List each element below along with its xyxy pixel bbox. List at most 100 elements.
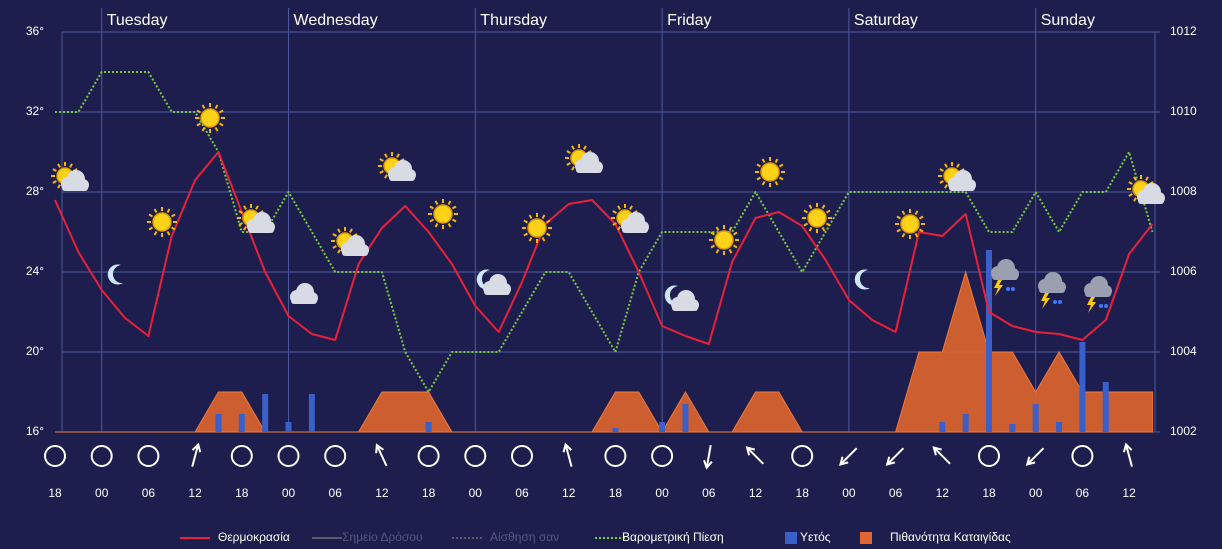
wind-shaft (705, 444, 712, 468)
cloud-part (484, 288, 510, 295)
calm-wind (137, 445, 160, 467)
x-tick-label: 06 (329, 486, 343, 500)
cloud (575, 152, 603, 173)
cloud-part (992, 273, 1018, 280)
sun-ray (919, 215, 924, 220)
sun-ray (939, 168, 944, 172)
x-tick-label: 18 (982, 486, 996, 500)
wind-head (1025, 456, 1036, 466)
y-tick-label: 28° (26, 184, 44, 198)
sun-ray (774, 181, 779, 186)
sun-ray (774, 158, 779, 163)
calm-wind (464, 445, 487, 467)
x-tick-label: 00 (655, 486, 669, 500)
cloud (1084, 276, 1112, 297)
sun-ray (171, 213, 176, 218)
sun-ray (528, 214, 533, 219)
sun-ray (238, 210, 243, 214)
raindrop (1099, 304, 1103, 308)
cloud-part (576, 166, 602, 173)
weather-icon (428, 199, 458, 229)
wind-head (838, 456, 849, 466)
sun-ray (939, 180, 944, 184)
sun-ray (166, 231, 171, 236)
sun-ray (384, 153, 388, 158)
wind-arrow (1025, 447, 1045, 466)
sun-ray (761, 181, 766, 186)
cloud (671, 290, 699, 311)
rain-bar (612, 428, 619, 432)
wind-head (885, 456, 896, 466)
wind-arrow (703, 444, 713, 470)
x-tick-label: 00 (95, 486, 109, 500)
sun-ray (821, 204, 826, 209)
y2-tick-label: 1002 (1170, 424, 1197, 438)
sun-ray (914, 210, 919, 215)
moon (107, 264, 123, 285)
wind-shaft (191, 445, 199, 467)
sun-ray (571, 166, 575, 171)
calm-wind (230, 445, 253, 467)
rain-bar (986, 250, 992, 432)
legend-swatch (785, 532, 797, 544)
legend-label: Βαρομετρική Πίεση (622, 530, 724, 544)
sun-ray (214, 104, 219, 109)
sun-ray (1145, 176, 1149, 181)
sun-ray (571, 145, 575, 150)
sun-ray (826, 222, 831, 227)
sun-ray (803, 209, 808, 214)
wind-arrow (191, 442, 202, 467)
sun-ray (379, 170, 384, 174)
sun-ray (523, 219, 528, 224)
x-tick-label: 12 (375, 486, 389, 500)
sun-ray (57, 163, 61, 168)
wind-shaft (376, 445, 388, 467)
sun (433, 204, 453, 224)
x-tick-label: 12 (749, 486, 763, 500)
sun-ray (710, 244, 715, 249)
weather-icon (709, 225, 739, 255)
rain-bar (659, 422, 666, 432)
cloud-part (1085, 290, 1111, 297)
sun-ray (238, 222, 243, 226)
sun (527, 218, 547, 238)
wind-shaft (840, 447, 858, 465)
sun-ray (733, 244, 738, 249)
sun (807, 208, 827, 228)
wind-shaft (747, 447, 764, 465)
sun-ray (779, 163, 784, 168)
lightning (1041, 293, 1050, 309)
sun-ray (583, 145, 587, 150)
x-tick-label: 00 (282, 486, 296, 500)
y-tick-label: 16° (26, 424, 44, 438)
weather-icon (195, 103, 225, 133)
rain-bar (215, 414, 222, 432)
sun-ray (808, 227, 813, 232)
sun-ray (612, 222, 617, 226)
sun-ray (944, 184, 948, 189)
sun-ray (523, 232, 528, 237)
rain-bar (1079, 342, 1086, 432)
day-label: Saturday (854, 12, 918, 29)
cloud (1038, 272, 1066, 293)
sun-ray (566, 150, 571, 154)
raindrop (1011, 287, 1015, 291)
cloud (290, 283, 318, 304)
wind-arrow (745, 446, 764, 465)
sun-ray (337, 228, 341, 233)
sun-ray (728, 226, 733, 231)
moon (476, 269, 492, 290)
sun-ray (255, 205, 259, 210)
sun-ray (528, 237, 533, 242)
y-tick-label: 36° (26, 24, 44, 38)
sun-ray (733, 231, 738, 236)
sun-ray (243, 226, 247, 231)
sun (900, 214, 920, 234)
x-tick-label: 06 (515, 486, 529, 500)
y-tick-label: 24° (26, 264, 44, 278)
cloud (247, 212, 275, 233)
lightning (994, 280, 1003, 296)
